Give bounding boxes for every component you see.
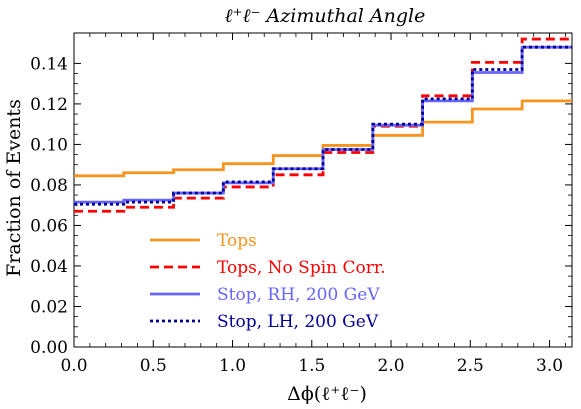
series-line-2 bbox=[74, 37, 572, 213]
plot-frame bbox=[73, 32, 573, 348]
plot-border bbox=[73, 32, 573, 348]
x-tick-label: 3.0 bbox=[536, 356, 563, 376]
x-axis-label: Δϕ(ℓ⁺ℓ⁻) bbox=[287, 383, 367, 405]
y-tick-label: 0.10 bbox=[30, 135, 68, 155]
legend-label-2: Tops, No Spin Corr. bbox=[217, 258, 386, 278]
y-tick-label: 0.02 bbox=[30, 297, 68, 317]
x-tick-label: 0.0 bbox=[60, 356, 87, 376]
y-tick-label: 0.04 bbox=[30, 257, 68, 277]
chart-title: ℓ⁺ℓ⁻ Azimuthal Angle bbox=[225, 5, 426, 27]
x-axis: 0.0 0.5 1.0 1.5 2.0 2.5 3.0 bbox=[60, 33, 566, 376]
series-line-4 bbox=[74, 45, 572, 206]
y-tick-label: 0.06 bbox=[30, 216, 68, 236]
x-tick-label: 0.5 bbox=[140, 356, 167, 376]
legend-label-3: Stop, RH, 200 GeV bbox=[217, 285, 380, 305]
y-tick-label: 0.14 bbox=[30, 54, 68, 74]
legend-label-1: Tops bbox=[217, 231, 257, 251]
legend: Tops Tops, No Spin Corr. Stop, RH, 200 GeV… bbox=[150, 231, 386, 332]
x-tick-label: 2.5 bbox=[457, 356, 484, 376]
y-tick-label: 0.08 bbox=[30, 176, 68, 196]
y-tick-label: 0.12 bbox=[30, 95, 68, 115]
x-tick-label: 1.0 bbox=[219, 356, 246, 376]
legend-label-4: Stop, LH, 200 GeV bbox=[217, 312, 379, 332]
series-layer bbox=[74, 37, 572, 213]
x-tick-label: 1.5 bbox=[298, 356, 325, 376]
x-tick-label: 2.0 bbox=[378, 356, 405, 376]
y-tick-label: 0.00 bbox=[30, 338, 68, 358]
y-axis: 0.00 0.02 0.04 0.06 0.08 0.10 0.12 0.14 bbox=[30, 54, 572, 358]
y-axis-label: Fraction of Events bbox=[3, 99, 25, 277]
